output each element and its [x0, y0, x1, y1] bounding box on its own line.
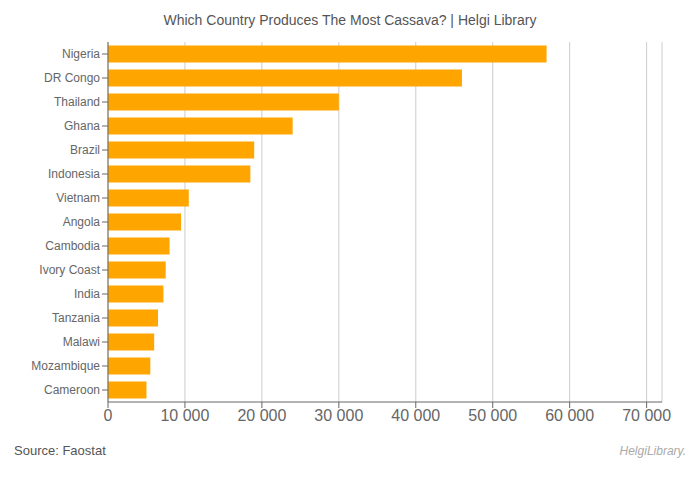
svg-text:Cameroon: Cameroon	[44, 383, 100, 397]
svg-text:20 000: 20 000	[237, 407, 286, 424]
svg-text:Thailand: Thailand	[54, 95, 100, 109]
svg-text:30 000: 30 000	[314, 407, 363, 424]
svg-text:Malawi: Malawi	[63, 335, 100, 349]
svg-text:India: India	[74, 287, 100, 301]
svg-text:70 000: 70 000	[622, 407, 671, 424]
svg-text:Ivory Coast: Ivory Coast	[39, 263, 100, 277]
svg-text:10 000: 10 000	[160, 407, 209, 424]
svg-text:0: 0	[104, 407, 113, 424]
svg-text:Cambodia: Cambodia	[45, 239, 100, 253]
svg-text:50 000: 50 000	[468, 407, 517, 424]
svg-text:40 000: 40 000	[391, 407, 440, 424]
html-text:Which Country Produces The Mos: Which Country Produces The Most Cassava?…	[163, 12, 537, 28]
html-text:Source: Faostat: Source: Faostat	[14, 443, 106, 458]
html-text:HelgiLibrary.: HelgiLibrary.	[619, 444, 686, 458]
svg-text:Ghana: Ghana	[64, 119, 100, 133]
svg-text:Vietnam: Vietnam	[56, 191, 100, 205]
svg-text:Tanzania: Tanzania	[52, 311, 100, 325]
svg-text:60 000: 60 000	[545, 407, 594, 424]
svg-text:DR Congo: DR Congo	[44, 71, 100, 85]
svg-text:Mozambique: Mozambique	[31, 359, 100, 373]
svg-text:Indonesia: Indonesia	[48, 167, 100, 181]
svg-text:Brazil: Brazil	[70, 143, 100, 157]
svg-text:Nigeria: Nigeria	[62, 47, 100, 61]
svg-text:Angola: Angola	[63, 215, 101, 229]
